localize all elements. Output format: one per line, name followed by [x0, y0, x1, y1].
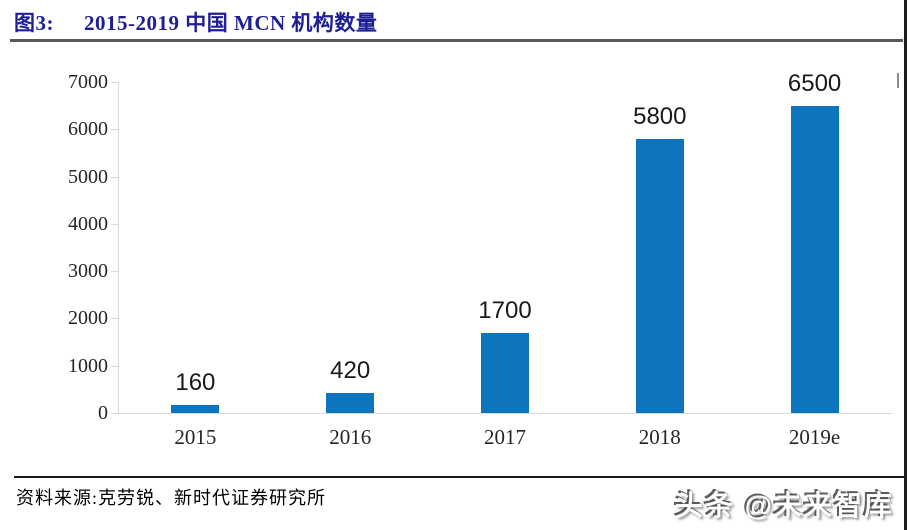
y-tick-mark	[111, 129, 118, 131]
bar	[326, 393, 375, 413]
source-note: 资料来源:克劳锐、新时代证券研究所	[16, 488, 326, 508]
y-tick-mark	[111, 176, 118, 178]
figure-title: 2015-2019 中国 MCN 机构数量	[84, 11, 378, 35]
y-tick-label: 4000	[68, 212, 108, 235]
bar-value-label: 420	[330, 357, 371, 385]
cursor-artifact	[897, 73, 899, 88]
y-tick-mark	[111, 365, 118, 367]
x-tick-label: 2017	[484, 425, 526, 449]
watermark: 头条 @未来智库	[674, 490, 894, 521]
figure-title-row: 图3: 2015-2019 中国 MCN 机构数量	[14, 7, 377, 37]
x-tick-label: 2015	[174, 425, 217, 449]
y-tick-mark	[111, 413, 118, 414]
title-rule	[10, 39, 903, 42]
bar-value-label: 6500	[787, 69, 842, 97]
y-tick-mark	[111, 82, 118, 83]
bar-value-label: 5800	[633, 102, 687, 130]
bar-value-label: 160	[175, 369, 216, 397]
y-tick-label: 7000	[68, 71, 108, 93]
y-axis-line	[118, 82, 119, 413]
y-tick-mark	[111, 318, 118, 320]
y-tick-label: 5000	[68, 165, 108, 188]
bar	[635, 138, 684, 413]
bar	[171, 405, 220, 413]
x-tick-label: 2019e	[788, 425, 841, 449]
y-tick-label: 1000	[68, 354, 108, 377]
figure-label: 图3:	[14, 11, 54, 35]
bar-value-label: 1700	[478, 296, 532, 324]
x-axis-line	[118, 413, 892, 414]
y-tick-label: 0	[98, 402, 108, 424]
footer-rule	[14, 476, 905, 478]
x-tick-label: 2018	[638, 425, 681, 449]
bar	[790, 105, 839, 413]
y-tick-label: 2000	[68, 307, 108, 330]
bar	[481, 332, 529, 413]
y-tick-mark	[111, 223, 118, 225]
x-tick-label: 2016	[329, 425, 372, 449]
y-tick-mark	[111, 271, 118, 273]
y-tick-label: 3000	[68, 260, 108, 283]
page-right-border	[904, 0, 907, 530]
y-tick-label: 6000	[68, 118, 108, 141]
